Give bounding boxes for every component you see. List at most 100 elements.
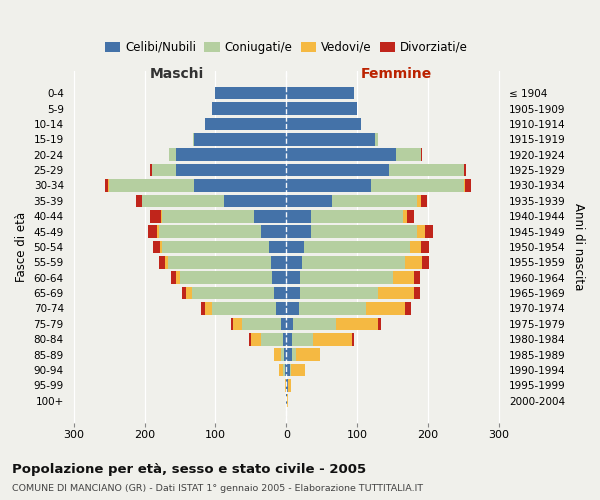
Bar — [233, 318, 242, 330]
Bar — [136, 194, 142, 207]
Bar — [301, 287, 379, 300]
Bar — [157, 226, 159, 238]
Bar — [302, 256, 404, 268]
Bar — [281, 348, 284, 361]
Bar — [311, 210, 403, 222]
Bar — [169, 148, 176, 161]
Bar — [286, 256, 302, 268]
Bar — [286, 240, 304, 254]
Bar — [165, 256, 168, 268]
Bar — [375, 133, 379, 145]
Bar — [464, 179, 465, 192]
Bar — [414, 272, 419, 284]
Bar — [160, 256, 165, 268]
Bar — [109, 179, 194, 192]
Bar — [404, 256, 422, 268]
Bar — [224, 194, 286, 207]
Y-axis label: Fasce di età: Fasce di età — [15, 212, 28, 282]
Bar — [311, 226, 418, 238]
Bar — [418, 226, 425, 238]
Bar — [301, 272, 392, 284]
Bar — [271, 256, 286, 268]
Bar — [281, 318, 286, 330]
Bar — [291, 364, 305, 376]
Bar — [407, 210, 414, 222]
Bar — [406, 302, 411, 315]
Bar — [193, 133, 194, 145]
Bar — [212, 302, 275, 315]
Bar — [161, 210, 162, 222]
Bar — [418, 194, 421, 207]
Bar — [313, 333, 352, 345]
Bar — [274, 348, 281, 361]
Bar — [287, 394, 288, 407]
Bar — [105, 179, 109, 192]
Bar — [286, 272, 301, 284]
Bar — [279, 364, 283, 376]
Bar — [162, 240, 269, 254]
Bar — [296, 348, 320, 361]
Bar — [171, 272, 176, 284]
Bar — [194, 133, 286, 145]
Bar — [352, 333, 353, 345]
Bar — [180, 272, 272, 284]
Bar — [274, 287, 286, 300]
Bar — [286, 318, 293, 330]
Bar — [379, 287, 414, 300]
Bar — [149, 164, 152, 176]
Bar — [215, 87, 286, 100]
Text: Femmine: Femmine — [361, 67, 432, 81]
Bar — [275, 302, 286, 315]
Bar — [286, 118, 361, 130]
Bar — [371, 179, 464, 192]
Bar — [142, 194, 224, 207]
Bar — [392, 272, 414, 284]
Bar — [421, 240, 430, 254]
Bar — [212, 102, 286, 115]
Bar — [332, 194, 418, 207]
Bar — [293, 318, 336, 330]
Bar — [262, 226, 286, 238]
Bar — [182, 287, 187, 300]
Bar — [159, 226, 262, 238]
Bar — [162, 210, 254, 222]
Bar — [152, 164, 176, 176]
Bar — [284, 348, 286, 361]
Text: Maschi: Maschi — [149, 67, 203, 81]
Bar — [290, 364, 291, 376]
Bar — [176, 148, 286, 161]
Bar — [205, 118, 286, 130]
Text: COMUNE DI MANCIANO (GR) - Dati ISTAT 1° gennaio 2005 - Elaborazione TUTTITALIA.I: COMUNE DI MANCIANO (GR) - Dati ISTAT 1° … — [12, 484, 423, 493]
Bar — [286, 226, 311, 238]
Bar — [286, 287, 301, 300]
Bar — [242, 318, 281, 330]
Bar — [292, 348, 296, 361]
Bar — [285, 379, 286, 392]
Bar — [389, 164, 464, 176]
Bar — [286, 194, 332, 207]
Bar — [421, 148, 422, 161]
Text: Popolazione per età, sesso e stato civile - 2005: Popolazione per età, sesso e stato civil… — [12, 462, 366, 475]
Bar — [176, 272, 180, 284]
Bar — [425, 226, 433, 238]
Bar — [148, 226, 157, 238]
Bar — [231, 318, 233, 330]
Bar — [283, 333, 286, 345]
Bar — [286, 133, 375, 145]
Bar — [272, 272, 286, 284]
Bar — [269, 240, 286, 254]
Bar — [250, 333, 251, 345]
Bar — [288, 379, 291, 392]
Bar — [283, 364, 285, 376]
Bar — [286, 164, 389, 176]
Bar — [205, 302, 212, 315]
Bar — [286, 179, 371, 192]
Bar — [254, 210, 286, 222]
Bar — [286, 87, 353, 100]
Bar — [403, 210, 407, 222]
Bar — [150, 210, 161, 222]
Bar — [286, 394, 287, 407]
Bar — [414, 287, 419, 300]
Bar — [286, 102, 357, 115]
Bar — [286, 148, 396, 161]
